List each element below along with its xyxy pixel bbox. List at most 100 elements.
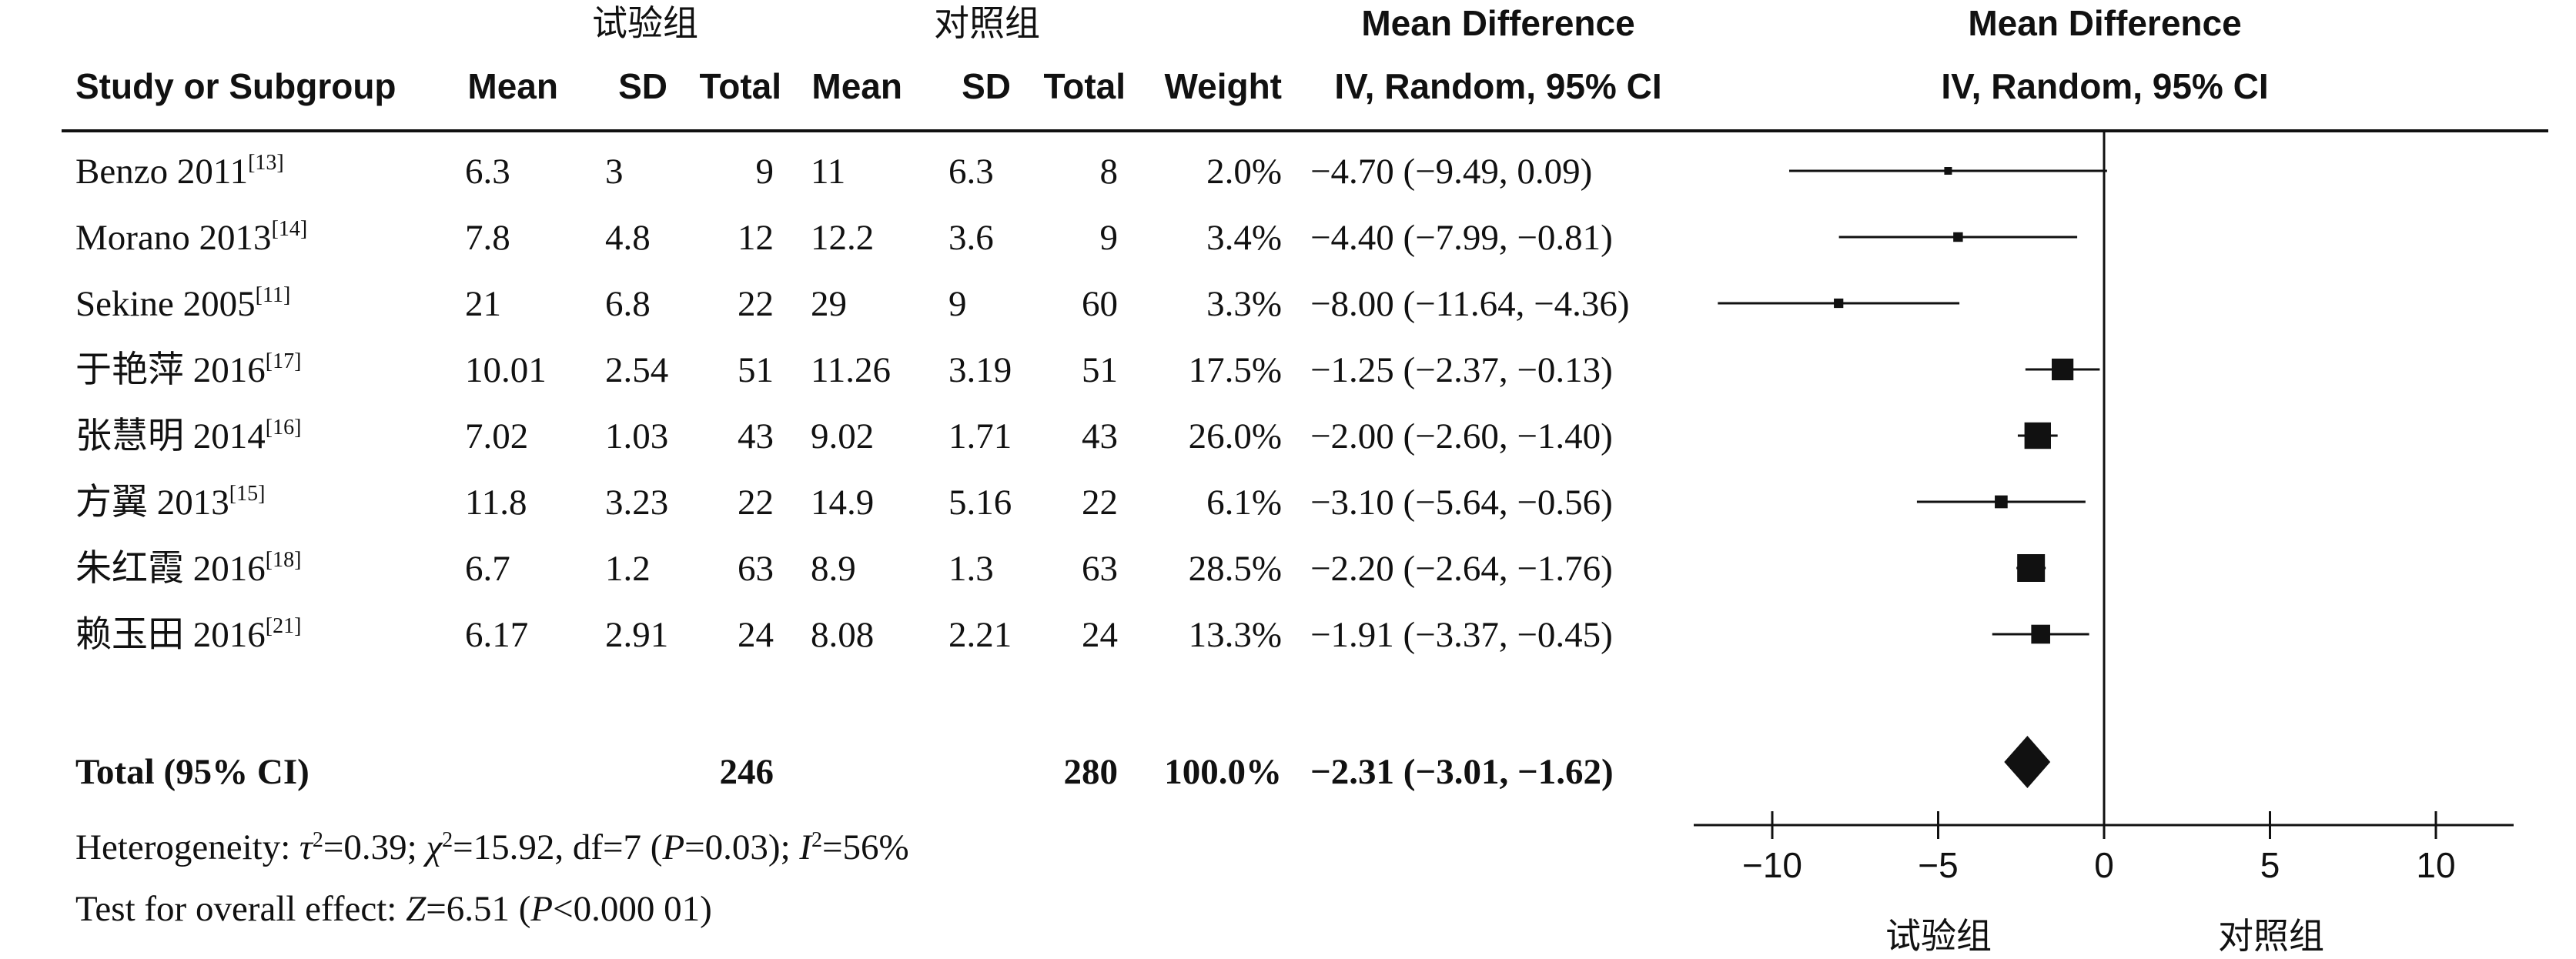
point-estimate	[2017, 554, 2046, 582]
study-name: 于艳萍 2016[17]	[75, 349, 301, 390]
cell-ctl-total: 8	[1100, 152, 1119, 192]
col-ctl-sd: SD	[962, 66, 1011, 106]
cell-exp-mean: 6.17	[465, 615, 528, 655]
study-ref: [15]	[229, 482, 266, 506]
cell-ctl-sd: 3.6	[948, 218, 994, 258]
axis-tick-label: 5	[2260, 845, 2280, 885]
study-name: Benzo 2011[13]	[75, 151, 284, 192]
cell-exp-mean: 21	[465, 284, 501, 324]
col-study: Study or Subgroup	[75, 66, 396, 106]
total-exp-n: 246	[720, 752, 774, 792]
col-ctl-mean: Mean	[811, 66, 902, 106]
cell-ci-text: −1.25 (−2.37, −0.13)	[1310, 350, 1613, 390]
cell-exp-total: 12	[738, 218, 774, 258]
cell-exp-sd: 4.8	[605, 218, 651, 258]
col-md-method: IV, Random, 95% CI	[1334, 66, 1661, 106]
cell-exp-sd: 3	[605, 152, 624, 192]
plot-marks	[1718, 167, 2107, 788]
cell-ctl-mean: 9.02	[811, 416, 874, 456]
cell-ctl-sd: 6.3	[948, 152, 994, 192]
cell-ctl-mean: 14.9	[811, 483, 874, 523]
cell-exp-sd: 3.23	[605, 483, 668, 523]
overall-effect-text: Test for overall effect: Z=6.51 (P<0.000…	[75, 889, 712, 929]
cell-weight: 17.5%	[1189, 350, 1282, 390]
study-name: 赖玉田 2016[21]	[75, 614, 301, 655]
total-label: Total (95% CI)	[75, 752, 309, 792]
cell-ci-text: −3.10 (−5.64, −0.56)	[1310, 483, 1613, 523]
study-name: 张慧明 2014[16]	[75, 416, 301, 456]
cell-exp-mean: 7.8	[465, 218, 510, 258]
heterogeneity-text: Heterogeneity: τ2=0.39; χ2=15.92, df=7 (…	[75, 827, 909, 867]
point-estimate	[2052, 358, 2074, 381]
study-ref: [21]	[266, 614, 302, 638]
total-weight: 100.0%	[1164, 752, 1282, 792]
col-exp-mean: Mean	[467, 66, 558, 106]
cell-exp-total: 22	[738, 483, 774, 523]
cell-ci-text: −2.00 (−2.60, −1.40)	[1310, 416, 1613, 456]
cell-exp-total: 63	[738, 549, 774, 589]
col-exp-sd: SD	[618, 66, 667, 106]
cell-ctl-sd: 3.19	[948, 350, 1012, 390]
axis-tick-label: 0	[2094, 845, 2114, 885]
cell-exp-mean: 10.01	[465, 350, 547, 390]
axis-tick-label: 10	[2416, 845, 2455, 885]
cell-ctl-total: 24	[1082, 615, 1118, 655]
study-name: Sekine 2005[11]	[75, 283, 290, 324]
point-estimate	[1834, 298, 1844, 309]
col-exp-total: Total	[700, 66, 781, 106]
study-ref: [11]	[256, 283, 291, 307]
cell-exp-sd: 1.2	[605, 549, 651, 589]
total-ctl-n: 280	[1064, 752, 1119, 792]
cell-ctl-total: 51	[1082, 350, 1118, 390]
study-ref: [18]	[266, 548, 302, 572]
cell-exp-total: 51	[738, 350, 774, 390]
study-name: Morano 2013[14]	[75, 217, 307, 258]
cell-ctl-mean: 11.26	[811, 350, 891, 390]
cell-exp-total: 22	[738, 284, 774, 324]
cell-exp-sd: 2.54	[605, 350, 668, 390]
study-ref: [16]	[266, 416, 302, 439]
cell-exp-mean: 11.8	[465, 483, 527, 523]
axis-tick-label: −5	[1918, 845, 1958, 885]
point-estimate	[1953, 232, 1963, 242]
cell-ctl-mean: 12.2	[811, 218, 874, 258]
point-estimate	[2024, 422, 2051, 449]
cell-ctl-total: 63	[1082, 549, 1118, 589]
cell-ci-text: −4.70 (−9.49, 0.09)	[1310, 152, 1592, 192]
study-ref: [17]	[266, 349, 302, 373]
col-ctl-total: Total	[1044, 66, 1126, 106]
cell-ctl-mean: 29	[811, 284, 847, 324]
study-name: 方翼 2013[15]	[75, 482, 265, 523]
study-rows: Benzo 2011[13] 6.3 3 9 11 6.3 8 2.0% −4.70 (−9.4…	[75, 151, 1630, 655]
point-estimate	[1944, 167, 1952, 175]
axis-label-right: 对照组	[2218, 915, 2324, 957]
cell-ctl-mean: 8.08	[811, 615, 874, 655]
cell-exp-sd: 2.91	[605, 615, 668, 655]
cell-weight: 28.5%	[1189, 549, 1282, 589]
cell-ci-text: −4.40 (−7.99, −0.81)	[1310, 218, 1613, 258]
experimental-group-label: 试验组	[592, 2, 698, 44]
cell-ctl-sd: 9	[948, 284, 967, 324]
cell-weight: 2.0%	[1206, 152, 1282, 192]
cell-weight: 3.3%	[1206, 284, 1282, 324]
cell-ctl-total: 43	[1082, 416, 1118, 456]
col-weight: Weight	[1165, 66, 1282, 106]
cell-ctl-total: 60	[1082, 284, 1118, 324]
cell-exp-sd: 1.03	[605, 416, 668, 456]
cell-ctl-sd: 2.21	[948, 615, 1012, 655]
cell-weight: 6.1%	[1206, 483, 1282, 523]
plot-header-title: Mean Difference	[1968, 3, 2241, 43]
plot-header-method: IV, Random, 95% CI	[1941, 66, 2268, 106]
cell-ctl-sd: 1.3	[948, 549, 994, 589]
study-ref: [13]	[248, 151, 284, 175]
cell-ctl-mean: 11	[811, 152, 845, 192]
cell-weight: 3.4%	[1206, 218, 1282, 258]
total-ci-text: −2.31 (−3.01, −1.62)	[1310, 752, 1614, 792]
control-group-label: 对照组	[934, 2, 1040, 44]
cell-ci-text: −8.00 (−11.64, −4.36)	[1310, 284, 1630, 324]
cell-ctl-mean: 8.9	[811, 549, 856, 589]
axis-tick-label: −10	[1742, 845, 1802, 885]
cell-ci-text: −2.20 (−2.64, −1.76)	[1310, 549, 1613, 589]
study-name: 朱红霞 2016[18]	[75, 548, 301, 589]
